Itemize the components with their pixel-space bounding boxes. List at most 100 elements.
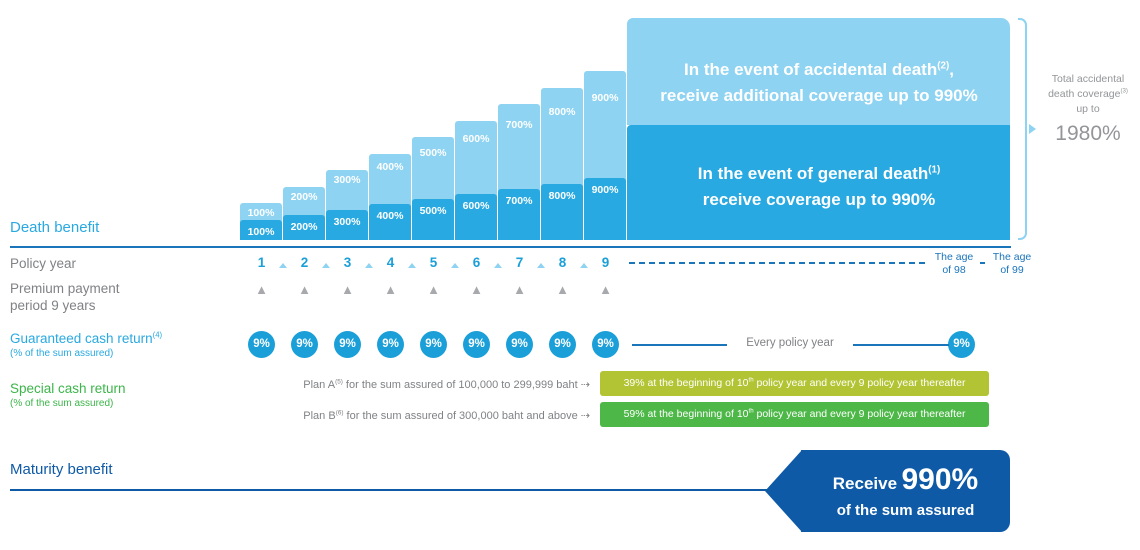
policy-year-number: 9 — [601, 255, 610, 270]
chart-step-general — [283, 215, 325, 240]
chart-step-accidental-label: 900% — [591, 92, 619, 104]
chart-step-general — [326, 210, 368, 240]
general-death-text: In the event of general death(1) receive… — [630, 161, 1008, 213]
timeline-tick — [322, 263, 330, 268]
policy-year-number: 1 — [257, 255, 266, 270]
chart-baseline — [10, 246, 1011, 248]
chart-step-accidental-label: 800% — [548, 106, 576, 118]
total-coverage-bracket — [1018, 18, 1027, 240]
guaranteed-cash-coin: 9% — [506, 331, 533, 358]
chart-step-accidental-label: 400% — [376, 161, 404, 173]
guaranteed-cash-coin: 9% — [334, 331, 361, 358]
timeline-tick — [451, 263, 459, 268]
policy-year-label: Policy year — [10, 256, 77, 271]
chart-step-general — [498, 189, 540, 240]
chart-step-accidental-label: 500% — [419, 147, 447, 159]
chart-step-general-label: 700% — [505, 195, 533, 207]
total-coverage-note: Total accidental death coverage(3) up to… — [1038, 72, 1138, 146]
maturity-banner: Receive 990% of the sum assured — [801, 450, 1010, 532]
chart-step-general-label: 100% — [247, 226, 275, 238]
general-death-area — [627, 125, 1010, 240]
chart-step-general-label: 400% — [376, 210, 404, 222]
age-98-label: The age of 98 — [928, 251, 980, 277]
chart-step-accidental-label: 600% — [462, 133, 490, 145]
chart-step-general-label: 300% — [333, 216, 361, 228]
premium-payment-label: Premium payment period 9 years — [10, 281, 120, 313]
timeline-tick — [279, 263, 287, 268]
accidental-death-line2: receive additional coverage up to 990% — [660, 86, 978, 105]
chart-step-general — [240, 220, 282, 240]
bracket-arrow-icon — [1029, 124, 1036, 134]
total-note-line3: up to — [1076, 103, 1100, 115]
timeline-tick — [494, 263, 502, 268]
chart-step-accidental-label: 700% — [505, 119, 533, 131]
plan-a-benefit-box: 39% at the beginning of 10th policy year… — [600, 371, 989, 396]
chart-step-general — [541, 184, 583, 240]
general-death-line1: In the event of general death(1) — [697, 164, 941, 183]
chart-step-general — [369, 204, 411, 240]
dashed-arrow-icon: ⇢ — [580, 410, 590, 422]
premium-payment-marker: ▲ — [599, 282, 612, 297]
maturity-banner-line2: of the sum assured — [836, 502, 975, 519]
guaranteed-cash-coin: 9% — [463, 331, 490, 358]
chart-step-general-label: 500% — [419, 205, 447, 217]
premium-payment-marker: ▲ — [470, 282, 483, 297]
timeline-tick — [365, 263, 373, 268]
guaranteed-cash-coin: 9% — [948, 331, 975, 358]
guaranteed-cash-coin: 9% — [420, 331, 447, 358]
general-death-line2: receive coverage up to 990% — [702, 190, 936, 209]
special-cash-sublabel: (% of the sum assured) — [10, 398, 114, 409]
timeline-tick — [580, 263, 588, 268]
premium-payment-marker: ▲ — [341, 282, 354, 297]
timeline-dashes — [629, 262, 1035, 264]
maturity-line — [10, 489, 767, 491]
policy-year-number: 2 — [300, 255, 309, 270]
accidental-death-area — [627, 18, 1010, 125]
policy-year-number: 6 — [472, 255, 481, 270]
premium-payment-marker: ▲ — [298, 282, 311, 297]
chart-step-general-label: 800% — [548, 190, 576, 202]
plan-a-description: Plan A(5) for the sum assured of 100,000… — [303, 378, 590, 391]
policy-year-number: 5 — [429, 255, 438, 270]
chart-step-general — [412, 199, 454, 240]
maturity-banner-point — [765, 450, 802, 532]
guaranteed-cash-label: Guaranteed cash return(4) — [10, 330, 163, 346]
premium-payment-marker: ▲ — [255, 282, 268, 297]
plan-b-benefit-box: 59% at the beginning of 10th policy year… — [600, 402, 989, 427]
policy-year-number: 8 — [558, 255, 567, 270]
chart-step-general-label: 600% — [462, 200, 490, 212]
guaranteed-cash-coin: 9% — [377, 331, 404, 358]
guaranteed-cash-coin: 9% — [291, 331, 318, 358]
chart-step-accidental-label: 100% — [247, 207, 275, 219]
timeline-tick — [537, 263, 545, 268]
premium-payment-marker: ▲ — [556, 282, 569, 297]
age-99-label: The age of 99 — [986, 251, 1038, 277]
chart-step-accidental-label: 200% — [290, 191, 318, 203]
chart-step-accidental-label: 300% — [333, 174, 361, 186]
special-cash-label: Special cash return — [10, 381, 126, 396]
chart-step-general-label: 200% — [290, 221, 318, 233]
chart-step-general — [455, 194, 497, 240]
chart-step-general-label: 900% — [591, 184, 619, 196]
premium-payment-marker: ▲ — [427, 282, 440, 297]
total-note-line2: death coverage(3) — [1048, 87, 1128, 100]
accidental-death-line1: In the event of accidental death(2), — [684, 60, 954, 79]
premium-payment-marker: ▲ — [513, 282, 526, 297]
maturity-banner-line1: Receive 990% — [832, 463, 979, 496]
total-coverage-value: 1980% — [1055, 122, 1121, 145]
policy-year-number: 3 — [343, 255, 352, 270]
maturity-benefit-label: Maturity benefit — [10, 461, 113, 478]
guaranteed-cash-sublabel: (% of the sum assured) — [10, 348, 114, 359]
policy-year-number: 4 — [386, 255, 395, 270]
death-benefit-label: Death benefit — [10, 219, 100, 236]
every-policy-year-label: Every policy year — [727, 337, 853, 349]
accidental-death-text: In the event of accidental death(2), rec… — [630, 57, 1008, 109]
total-note-line1: Total accidental — [1051, 73, 1125, 85]
premium-payment-marker: ▲ — [384, 282, 397, 297]
policy-year-number: 7 — [515, 255, 524, 270]
guaranteed-cash-coin: 9% — [549, 331, 576, 358]
dashed-arrow-icon: ⇢ — [580, 379, 590, 391]
timeline-tick — [408, 263, 416, 268]
guaranteed-cash-coin: 9% — [592, 331, 619, 358]
